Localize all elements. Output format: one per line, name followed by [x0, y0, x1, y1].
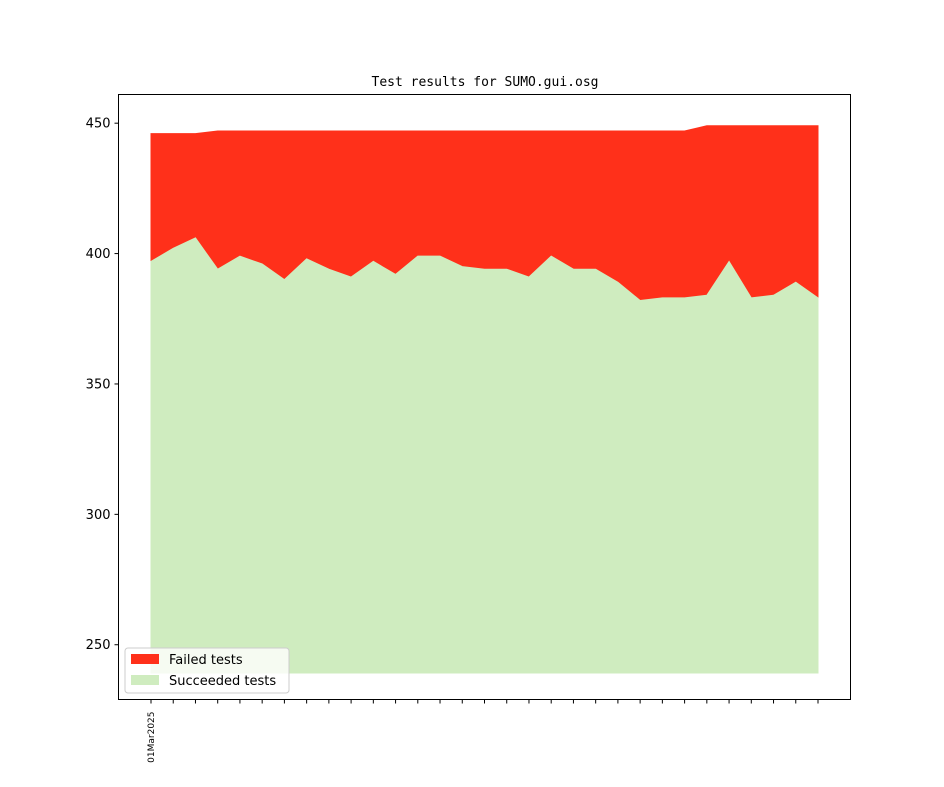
legend-swatch-failed: [131, 654, 159, 664]
y-tick-label: 450: [86, 117, 111, 132]
x-axis: 01Mar2025: [147, 699, 819, 763]
chart-title: Test results for SUMO.gui.osg: [372, 75, 599, 90]
y-tick-label: 400: [86, 247, 111, 262]
legend-label-succeeded: Succeeded tests: [169, 674, 276, 689]
plot-area: [150, 125, 819, 674]
y-tick-label: 300: [86, 508, 111, 523]
legend-swatch-succeeded: [131, 675, 159, 685]
legend-label-failed: Failed tests: [169, 653, 243, 668]
x-tick-label: 01Mar2025: [147, 712, 157, 763]
y-tick-label: 250: [86, 638, 111, 653]
legend: Failed tests Succeeded tests: [124, 647, 290, 694]
legend-box: [124, 647, 290, 694]
series-area-succeeded: [150, 237, 819, 674]
y-axis: 250 300 350 400 450: [86, 117, 119, 653]
y-tick-label: 350: [86, 377, 111, 392]
